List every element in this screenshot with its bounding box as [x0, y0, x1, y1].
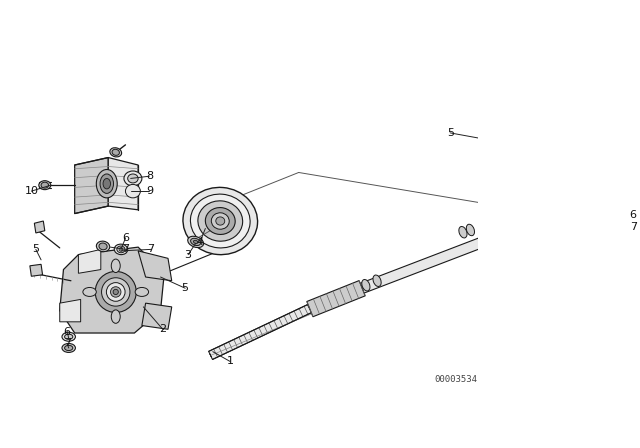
Ellipse shape	[614, 225, 628, 234]
Text: 8: 8	[146, 171, 153, 181]
Ellipse shape	[102, 278, 130, 306]
Polygon shape	[60, 247, 164, 333]
Text: 4: 4	[196, 237, 204, 247]
Ellipse shape	[113, 289, 118, 295]
Ellipse shape	[110, 148, 122, 157]
Text: 5: 5	[447, 128, 454, 138]
Text: 6: 6	[630, 210, 637, 220]
Polygon shape	[209, 299, 323, 359]
Text: 7: 7	[63, 339, 71, 349]
Ellipse shape	[188, 236, 204, 248]
Polygon shape	[79, 250, 101, 273]
Text: 6: 6	[64, 327, 70, 336]
Ellipse shape	[362, 280, 370, 291]
Ellipse shape	[547, 204, 580, 238]
Circle shape	[561, 134, 569, 141]
Text: 5: 5	[182, 283, 189, 293]
Ellipse shape	[111, 259, 120, 272]
Ellipse shape	[119, 248, 123, 251]
Ellipse shape	[459, 227, 467, 238]
Ellipse shape	[561, 218, 567, 224]
Polygon shape	[605, 225, 627, 247]
Polygon shape	[30, 264, 43, 276]
Text: 6: 6	[122, 233, 129, 243]
Polygon shape	[142, 303, 172, 329]
Ellipse shape	[183, 187, 257, 254]
Ellipse shape	[95, 271, 136, 313]
Ellipse shape	[125, 185, 140, 198]
Ellipse shape	[112, 149, 120, 155]
Ellipse shape	[193, 240, 198, 244]
Polygon shape	[307, 280, 365, 317]
Ellipse shape	[103, 178, 111, 189]
Ellipse shape	[97, 169, 117, 198]
Ellipse shape	[99, 243, 107, 250]
Ellipse shape	[115, 244, 127, 254]
Ellipse shape	[39, 181, 51, 190]
Ellipse shape	[111, 287, 121, 297]
Ellipse shape	[211, 213, 229, 229]
Ellipse shape	[83, 288, 97, 297]
Ellipse shape	[614, 215, 628, 224]
Ellipse shape	[111, 310, 120, 323]
Polygon shape	[108, 158, 138, 210]
Polygon shape	[523, 180, 612, 251]
Polygon shape	[60, 299, 81, 322]
Ellipse shape	[552, 210, 575, 232]
Text: 3: 3	[185, 250, 191, 259]
Ellipse shape	[106, 283, 125, 302]
Ellipse shape	[205, 207, 235, 234]
Ellipse shape	[557, 214, 570, 228]
Ellipse shape	[124, 171, 142, 186]
Text: 1: 1	[227, 357, 234, 366]
Text: 7: 7	[630, 222, 637, 232]
Ellipse shape	[191, 238, 201, 246]
Ellipse shape	[617, 217, 625, 222]
Ellipse shape	[198, 201, 243, 241]
Text: 10: 10	[24, 186, 38, 196]
Ellipse shape	[561, 145, 570, 151]
Ellipse shape	[97, 241, 109, 252]
Ellipse shape	[65, 334, 73, 340]
Polygon shape	[75, 158, 108, 214]
Text: 2: 2	[159, 324, 166, 334]
Text: 5: 5	[33, 245, 39, 254]
Ellipse shape	[62, 332, 76, 341]
Ellipse shape	[65, 345, 73, 351]
Ellipse shape	[135, 288, 148, 297]
Ellipse shape	[467, 224, 474, 236]
Polygon shape	[210, 353, 212, 358]
Text: 00003534: 00003534	[434, 375, 477, 384]
Polygon shape	[360, 216, 540, 293]
Ellipse shape	[128, 174, 138, 183]
Circle shape	[559, 131, 572, 143]
Ellipse shape	[373, 275, 381, 286]
Polygon shape	[307, 298, 324, 314]
Ellipse shape	[117, 246, 125, 253]
Polygon shape	[35, 221, 45, 233]
Ellipse shape	[41, 182, 49, 188]
Text: 7: 7	[122, 245, 129, 254]
Ellipse shape	[191, 194, 250, 248]
Polygon shape	[605, 187, 627, 210]
Ellipse shape	[216, 217, 225, 225]
Ellipse shape	[62, 344, 76, 353]
Polygon shape	[138, 251, 172, 281]
Ellipse shape	[617, 228, 625, 233]
Text: 7: 7	[147, 245, 154, 254]
Ellipse shape	[100, 174, 113, 194]
Text: 9: 9	[146, 186, 153, 196]
